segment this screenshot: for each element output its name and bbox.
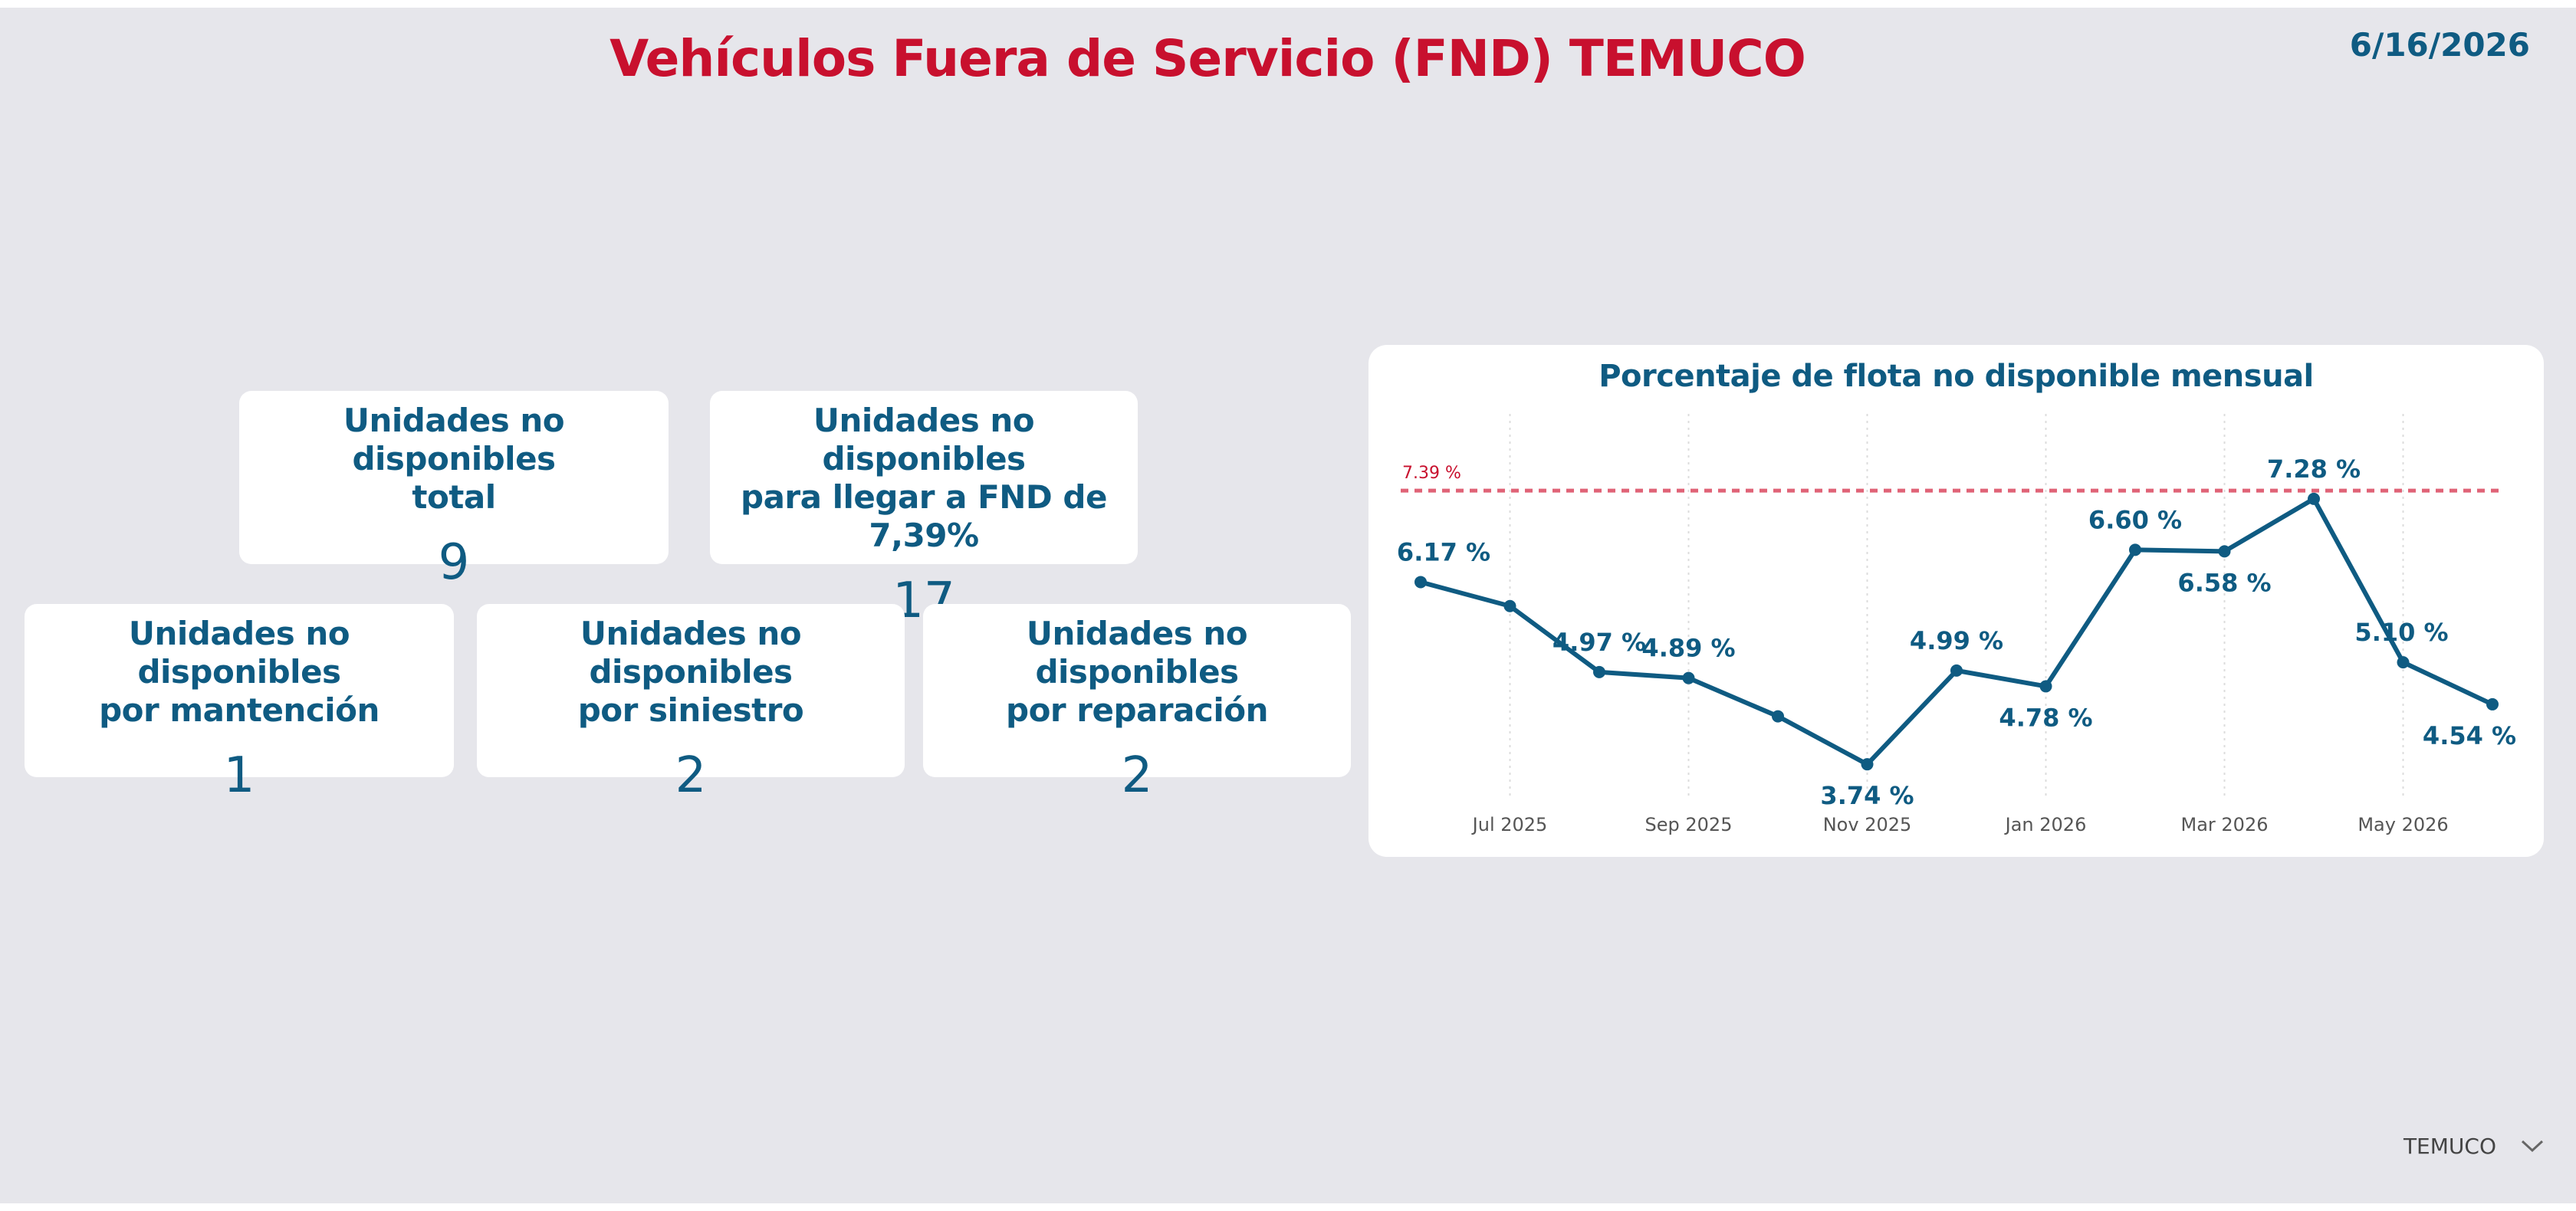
kpi-label: Unidades no disponibles para llegar a FN… <box>741 402 1107 554</box>
slicer-value: TEMUCO <box>2403 1133 2496 1159</box>
location-slicer[interactable]: TEMUCO <box>2404 1127 2545 1165</box>
kpi-label: Unidades no disponibles total <box>343 402 565 516</box>
data-point <box>2397 656 2410 669</box>
kpi-card-reparacion[interactable]: Unidades no disponibles por reparación 2 <box>923 604 1351 800</box>
kpi-value: 1 <box>223 747 255 804</box>
chart-title: Porcentaje de flota no disponible mensua… <box>1598 359 2314 394</box>
kpi-value: 2 <box>675 747 707 804</box>
kpi-card-fnd[interactable]: Unidades no disponibles para llegar a FN… <box>710 391 1138 625</box>
data-point <box>2218 545 2231 558</box>
data-point <box>1772 710 1784 723</box>
data-label: 7.28 % <box>2267 455 2361 484</box>
x-tick-label: Mar 2026 <box>2181 814 2269 835</box>
data-point <box>1414 576 1427 589</box>
x-tick-label: Sep 2025 <box>1645 814 1733 835</box>
line-chart: Jul 2025 Sep 2025 Nov 2025 Jan 2026 Mar 2026… <box>1397 414 2516 835</box>
data-label: 6.60 % <box>2088 505 2182 534</box>
data-label: 4.97 % <box>1552 628 1646 657</box>
data-point <box>1593 665 1605 678</box>
data-point <box>1503 599 1516 612</box>
kpi-card-total[interactable]: Unidades no disponibles total 9 <box>239 391 669 587</box>
kpi-label: Unidades no disponibles por mantención <box>99 615 380 729</box>
data-point <box>1861 758 1874 771</box>
data-point <box>2039 680 2052 693</box>
data-point <box>2308 492 2320 505</box>
kpi-value: 9 <box>438 534 470 591</box>
kpi-card-siniestro[interactable]: Unidades no disponibles por siniestro 2 <box>477 604 905 800</box>
reference-line-label: 7.39 % <box>1402 464 1461 483</box>
data-point <box>1682 671 1695 684</box>
data-label: 4.99 % <box>1910 626 2003 655</box>
data-label: 3.74 % <box>1820 781 1914 810</box>
data-point <box>1950 664 1963 677</box>
x-tick-label: Jul 2025 <box>1471 814 1548 835</box>
kpi-value: 2 <box>1121 747 1153 804</box>
data-label: 4.78 % <box>1999 703 2092 732</box>
report-date: 6/16/2026 <box>2349 26 2530 64</box>
data-label: 6.17 % <box>1397 537 1490 566</box>
data-label: 4.89 % <box>1641 634 1735 663</box>
page-title: Vehículos Fuera de Servicio (FND) TEMUCO <box>610 29 1806 88</box>
kpi-label: Unidades no disponibles por reparación <box>1006 615 1268 729</box>
chevron-down-icon <box>2521 1140 2544 1153</box>
data-label: 4.54 % <box>2423 721 2516 750</box>
kpi-label: Unidades no disponibles por siniestro <box>577 615 804 729</box>
x-tick-label: Nov 2025 <box>1823 814 1912 835</box>
data-point <box>2129 543 2141 556</box>
data-point <box>2486 697 2499 711</box>
report-canvas: Vehículos Fuera de Servicio (FND) TEMUCO… <box>0 8 2576 1203</box>
kpi-card-mantencion[interactable]: Unidades no disponibles por mantención 1 <box>25 604 454 800</box>
data-label: 6.58 % <box>2177 568 2271 597</box>
x-tick-label: Jan 2026 <box>2004 814 2087 835</box>
x-tick-label: May 2026 <box>2358 814 2448 835</box>
data-label: 5.10 % <box>2354 618 2448 647</box>
line-chart-card[interactable]: Porcentaje de flota no disponible mensua… <box>1368 345 2544 857</box>
